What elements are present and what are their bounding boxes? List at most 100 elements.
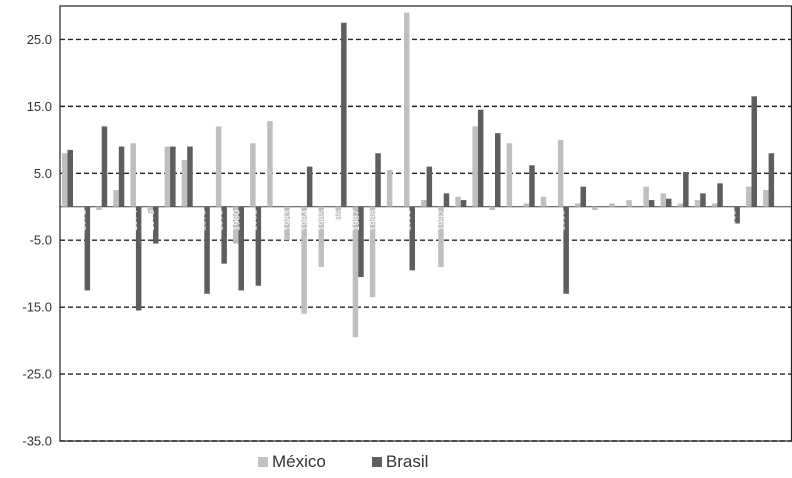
x-tick-label: 2000: [574, 210, 585, 231]
x-tick-label: 1981: [249, 210, 260, 231]
y-tick-label: -35.0: [22, 434, 52, 449]
bar-mexico: [130, 143, 136, 207]
x-tick-label: 1987: [351, 210, 362, 231]
bar-brasil: [768, 153, 775, 207]
bar-mexico: [335, 206, 342, 221]
legend-label-mexico: México: [272, 452, 326, 471]
bar-mexico: [404, 12, 410, 207]
bar-brasil: [443, 193, 450, 207]
x-tick-label: 2009: [727, 210, 738, 231]
x-tick-label: 1975: [146, 210, 157, 231]
bar-mexico: [113, 190, 119, 207]
bar-brasil: [238, 206, 244, 291]
bar-mexico: [147, 206, 153, 214]
bar-mexico: [677, 203, 684, 207]
x-tick-label: 1978: [197, 210, 208, 231]
y-tick-label: -25.0: [22, 367, 52, 382]
x-tick-label: 1989: [385, 210, 396, 231]
bar-brasil: [529, 165, 535, 207]
legend-item-brasil: Brasil: [371, 452, 429, 472]
bar-mexico: [609, 203, 615, 207]
x-tick-label: 1999: [556, 210, 567, 231]
bar-mexico: [250, 143, 256, 207]
bar-mexico: [96, 206, 102, 211]
x-tick-label: 1997: [522, 210, 533, 231]
x-tick-label: 1985: [317, 210, 328, 231]
bar-mexico: [181, 159, 188, 207]
x-tick-label: 2006: [676, 210, 687, 231]
x-tick-label: 1973: [112, 210, 123, 231]
bar-mexico: [421, 200, 427, 207]
x-tick-label: 2011: [762, 210, 773, 230]
bar-brasil: [84, 206, 91, 291]
bar-mexico: [626, 200, 632, 207]
bar-mexico: [215, 126, 222, 207]
bar-brasil: [153, 206, 159, 244]
bar-brasil: [187, 146, 193, 207]
x-tick-label: 1982: [266, 210, 277, 231]
x-tick-label: 1994: [471, 210, 482, 231]
bar-mexico: [540, 196, 547, 207]
x-tick-label: 1984: [300, 210, 311, 231]
bar-mexico: [284, 206, 290, 241]
x-tick-label: 1991: [420, 210, 431, 231]
y-tick-label: 25.0: [27, 32, 52, 47]
bar-brasil: [717, 183, 723, 207]
bar-mexico: [694, 200, 701, 207]
y-tick-label: -15.0: [22, 300, 52, 315]
bar-brasil: [683, 171, 689, 207]
bar-mexico: [746, 186, 752, 207]
x-tick-label: 1996: [505, 210, 516, 231]
bar-mexico: [164, 146, 171, 207]
bar-mexico: [318, 206, 324, 267]
bar-brasil: [495, 133, 501, 207]
bar-brasil: [306, 166, 313, 207]
bar-brasil: [460, 200, 467, 207]
x-tick-label: 1977: [180, 210, 191, 231]
bar-brasil: [563, 206, 569, 294]
bar-mexico: [386, 169, 393, 207]
bar-brasil: [341, 22, 347, 207]
bar-brasil: [204, 206, 210, 294]
y-axis: 25.0 15.0 5.0 -5.0 -15.0 -25.0 -35.0: [22, 32, 52, 449]
legend-item-mexico: México: [258, 452, 326, 472]
bar-brasil: [101, 126, 108, 207]
bar-mexico: [267, 121, 273, 207]
x-tick-label: 1974: [129, 210, 140, 231]
x-tick-label: 1992: [437, 210, 448, 231]
y-tick-label: -5.0: [30, 233, 52, 248]
bar-brasil: [221, 206, 227, 264]
x-tick-label: 1993: [454, 210, 465, 231]
x-tick-label: 1972: [95, 210, 106, 231]
bar-brasil: [648, 200, 655, 207]
x-tick-label: 2004: [642, 210, 653, 231]
bar-brasil: [67, 149, 73, 207]
bar-brasil: [135, 206, 142, 311]
bar-mexico: [763, 190, 769, 207]
bar-mexico: [523, 203, 530, 207]
bar-brasil: [477, 109, 484, 207]
legend-swatch-brasil: [371, 457, 382, 467]
bars: [62, 12, 775, 338]
bar-brasil: [700, 193, 706, 207]
bar-brasil: [751, 96, 757, 207]
x-tick-label: 2008: [710, 210, 721, 231]
x-tick-label: 1998: [539, 210, 550, 231]
bar-mexico: [472, 126, 478, 207]
x-tick-label: 1979: [214, 210, 225, 231]
bar-mexico: [455, 196, 461, 207]
legend: México Brasil: [258, 452, 428, 472]
x-tick-labels: 970 1971 1972 1973 1974 1975 1976 1977 1978 1979 1…: [61, 210, 790, 231]
grid-lines: [60, 38, 792, 442]
x-tick-label: 2010: [745, 210, 756, 231]
legend-label-brasil: Brasil: [385, 452, 429, 471]
x-tick-label: 1995: [488, 210, 499, 231]
bar-mexico: [557, 139, 564, 207]
x-tick-label: 970: [61, 210, 72, 226]
bar-mexico: [660, 193, 666, 207]
bar-mexico: [643, 186, 649, 207]
x-tick-label: 1988: [368, 210, 379, 231]
legend-swatch-mexico: [258, 457, 268, 467]
x-tick-label: 1980: [232, 210, 243, 231]
